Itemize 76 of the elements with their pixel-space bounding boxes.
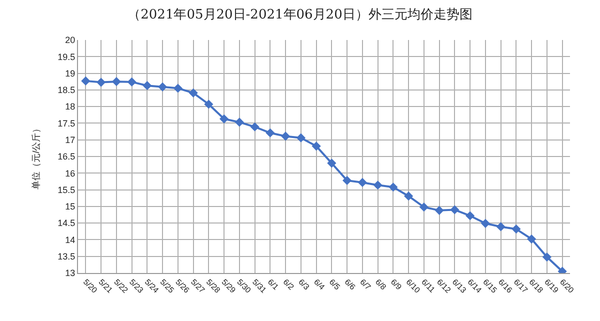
y-tick-label: 20 — [65, 35, 76, 46]
x-tick-label: 6/19 — [542, 277, 560, 296]
x-tick-label: 6/20 — [558, 277, 576, 296]
y-tick-label: 14.5 — [58, 218, 76, 228]
y-tick-label: 16.5 — [58, 152, 76, 162]
x-tick-label: 5/20 — [81, 277, 100, 296]
y-tick-label: 13.5 — [58, 252, 76, 262]
x-tick-label: 6/3 — [296, 277, 312, 292]
point — [358, 178, 367, 188]
y-tick-label: 13 — [65, 268, 76, 278]
y-tick-label: 15.5 — [58, 184, 76, 195]
y-tick-label: 18.5 — [58, 85, 76, 96]
point — [542, 252, 552, 262]
x-tick-label: 6/8 — [374, 277, 388, 292]
y-tick-label: 19 — [65, 68, 76, 78]
point — [266, 128, 275, 138]
point — [527, 234, 536, 244]
point — [388, 182, 398, 192]
point — [173, 84, 182, 93]
point — [466, 211, 475, 220]
point — [342, 176, 352, 186]
point — [234, 118, 244, 127]
x-tick-label: 5/24 — [142, 277, 161, 296]
point — [496, 222, 506, 232]
x-tick-label: 5/30 — [235, 277, 253, 296]
chart-title: （2021年05月20日-2021年06月20日）外三元均价走势图 — [128, 8, 472, 23]
point — [419, 202, 428, 212]
point — [204, 100, 214, 109]
x-tick-label: 6/7 — [358, 277, 373, 292]
y-tick-label: 19.5 — [58, 52, 76, 62]
point — [373, 180, 382, 190]
point — [112, 77, 121, 86]
x-tick-label: 5/29 — [220, 277, 238, 296]
x-tick-label: 6/17 — [512, 277, 530, 296]
y-axis-title: 单位（元/公斤） — [31, 124, 42, 190]
point — [312, 142, 321, 151]
point — [327, 158, 336, 168]
x-tick-label: 6/5 — [327, 277, 342, 292]
y-tick-label: 16 — [65, 168, 76, 178]
point — [404, 192, 414, 201]
x-tick-label: 6/12 — [435, 277, 453, 296]
x-tick-label: 6/16 — [496, 277, 514, 296]
y-tick-label: 14 — [65, 234, 76, 245]
x-tick-label: 6/13 — [450, 277, 468, 296]
point — [220, 114, 229, 124]
x-tick-label: 6/14 — [466, 277, 484, 296]
x-tick-label: 6/1 — [266, 277, 281, 292]
y-tick-label: 17.5 — [58, 118, 76, 128]
point — [480, 218, 490, 228]
point — [450, 205, 460, 214]
x-tick-label: 6/4 — [312, 277, 327, 292]
x-tick-label: 6/9 — [388, 277, 404, 292]
y-tick-label: 15 — [65, 202, 76, 212]
x-tick-label: 6/6 — [342, 277, 358, 292]
y-tick-label: 18 — [65, 102, 76, 112]
point — [188, 88, 198, 98]
point — [127, 77, 136, 86]
point — [96, 78, 106, 87]
point — [281, 132, 290, 141]
point — [158, 82, 168, 92]
x-tick-label: 5/28 — [204, 277, 222, 296]
y-tick-label: 17 — [65, 135, 76, 146]
x-tick-label: 6/11 — [420, 277, 438, 295]
x-tick-label: 6/2 — [281, 277, 296, 292]
x-tick-label: 6/18 — [527, 277, 546, 296]
x-tick-label: 6/15 — [481, 277, 499, 296]
point — [296, 133, 306, 142]
x-tick-label: 5/25 — [158, 277, 176, 296]
point — [512, 224, 521, 234]
x-tick-label: 5/26 — [174, 277, 192, 296]
point — [250, 122, 260, 132]
x-tick-label: 6/10 — [404, 277, 422, 296]
point — [81, 76, 90, 86]
point — [142, 81, 152, 90]
point — [434, 206, 444, 215]
x-tick-label: 5/27 — [189, 277, 207, 296]
